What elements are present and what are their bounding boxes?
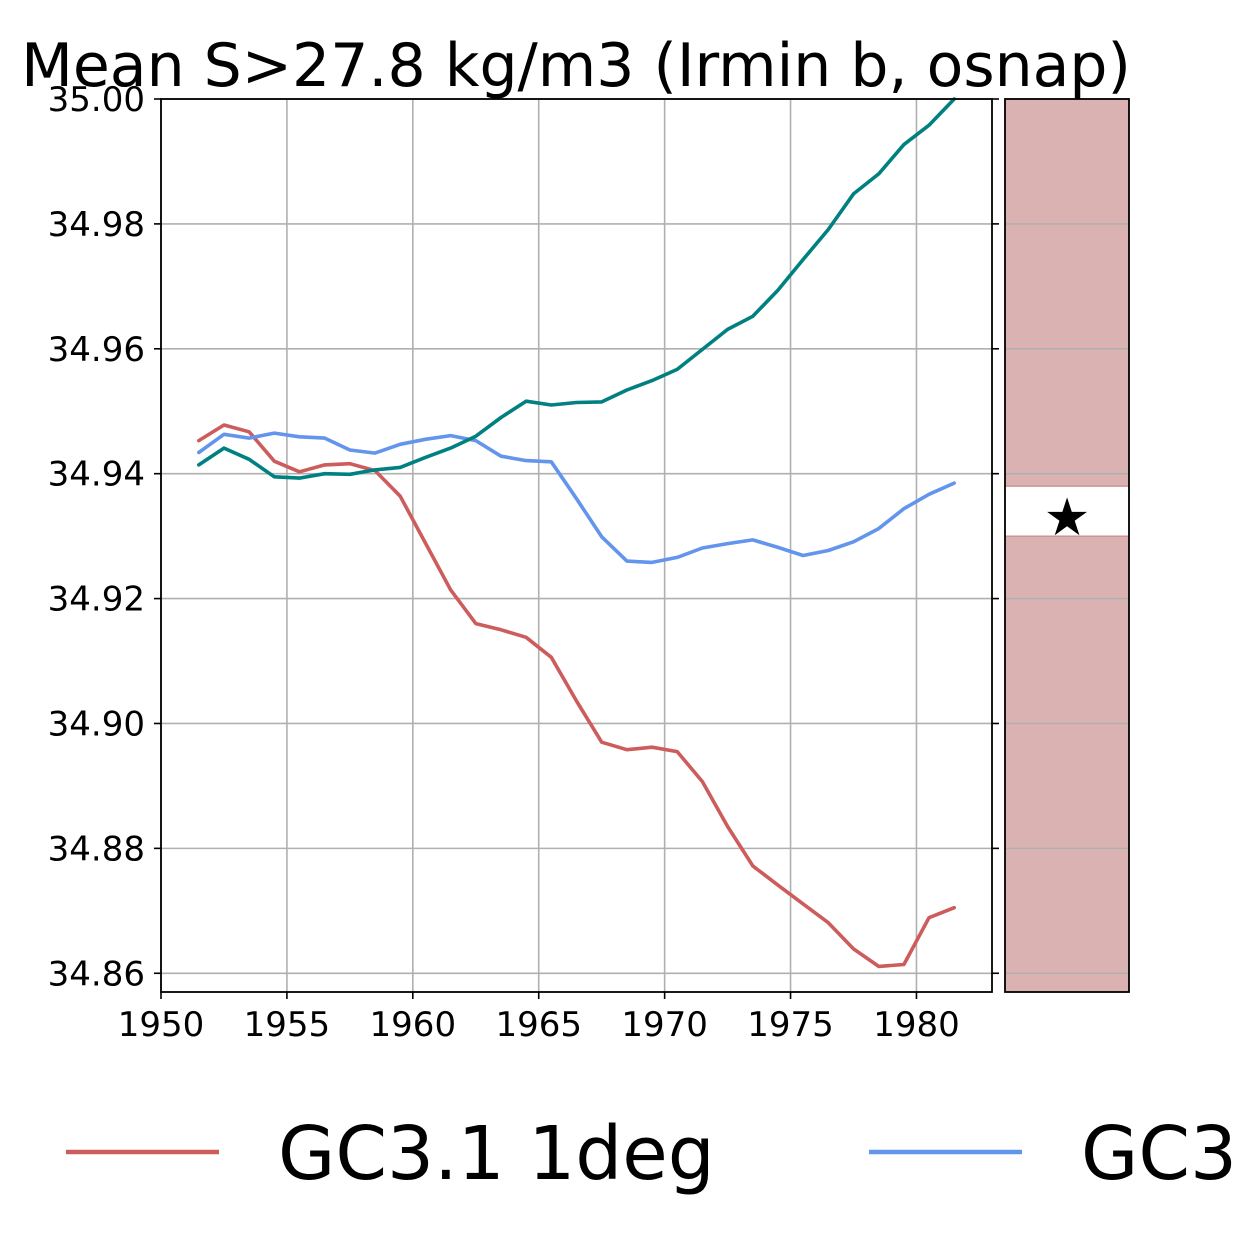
- y-tick-label: 35.00: [48, 80, 145, 120]
- chart-title: Mean S>27.8 kg/m3 (Irmin b, osnap): [21, 31, 1131, 101]
- x-tick-label: 1970: [621, 1005, 708, 1045]
- y-tick-label: 34.86: [48, 954, 145, 994]
- side-panel-band: [1005, 99, 1129, 992]
- side-panel: ★: [1004, 98, 1130, 993]
- legend: GC3.1 1deg GC3: [66, 1111, 1237, 1197]
- x-tick-label: 1980: [873, 1005, 960, 1045]
- legend-label-1: GC3.1 1deg: [278, 1111, 715, 1197]
- y-tick-label: 34.98: [48, 205, 145, 245]
- side-panel-marker-icon: ★: [1044, 488, 1091, 548]
- legend-label-2: GC3: [1081, 1111, 1237, 1197]
- y-tick-label: 34.94: [48, 455, 145, 495]
- x-tick-label: 1965: [495, 1005, 582, 1045]
- x-tick-label: 1950: [118, 1005, 205, 1045]
- x-tick-label: 1975: [747, 1005, 834, 1045]
- series-line-2: [197, 431, 957, 565]
- y-tick-label: 34.90: [48, 704, 145, 744]
- y-tick-label: 34.92: [48, 580, 145, 620]
- series-line-3: [197, 97, 957, 480]
- plot-frame: [160, 98, 993, 993]
- y-tick-label: 34.88: [48, 829, 145, 869]
- axes: 1950 1955 1960 1965 1970 1975 1980 34.86 34.88 34…: [48, 80, 999, 1045]
- grid-lines: [160, 98, 992, 992]
- series-line-1: [197, 423, 957, 969]
- x-tick-label: 1955: [244, 1005, 331, 1045]
- series-lines: [197, 97, 957, 969]
- side-panel-frame: [1004, 98, 1130, 993]
- x-tick-label: 1960: [370, 1005, 457, 1045]
- y-tick-label: 34.96: [48, 330, 145, 370]
